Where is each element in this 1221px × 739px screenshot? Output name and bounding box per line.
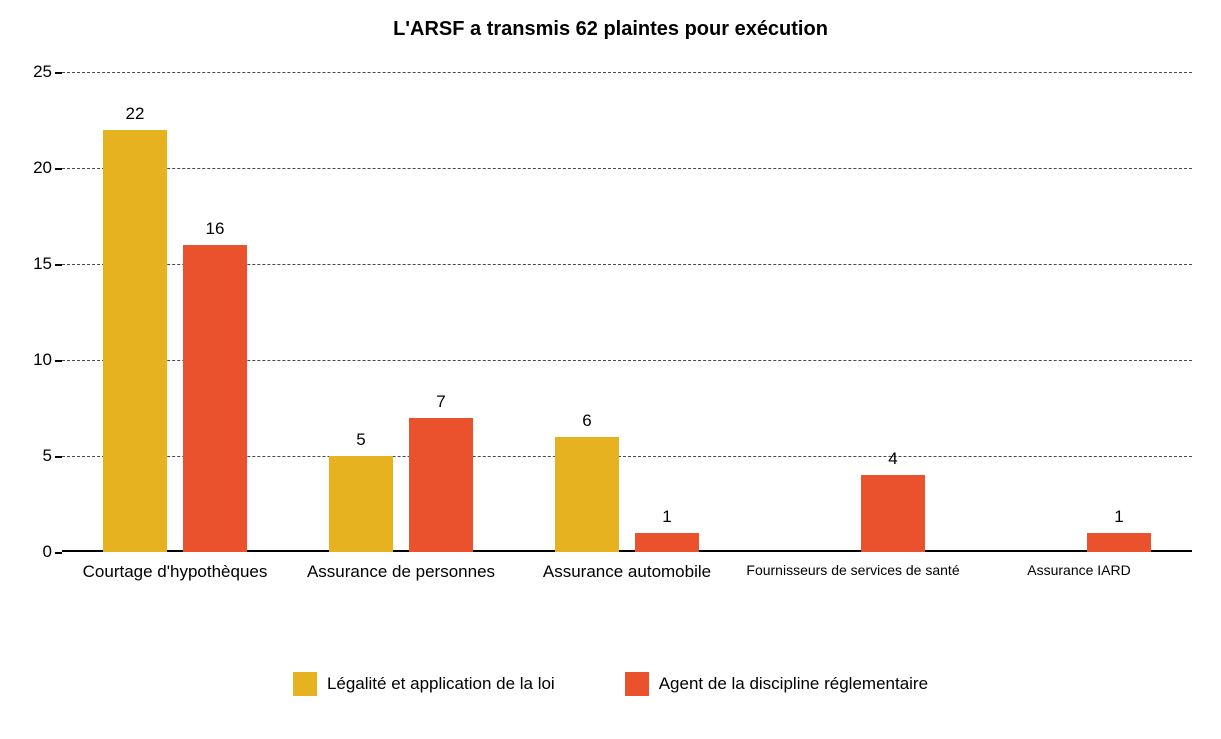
legend-swatch-1 (625, 672, 649, 696)
bar: 6 (555, 437, 619, 552)
gridline (62, 72, 1192, 73)
bar: 1 (1087, 533, 1151, 552)
legend-label-1: Agent de la discipline réglementaire (659, 674, 928, 694)
bar-value-label: 6 (555, 411, 619, 431)
gridline (62, 168, 1192, 169)
y-tick (55, 456, 62, 458)
legend-label-0: Légalité et application de la loi (327, 674, 555, 694)
bar-value-label: 7 (409, 392, 473, 412)
y-tick (55, 552, 62, 554)
bar: 7 (409, 418, 473, 552)
bar-value-label: 1 (635, 507, 699, 527)
chart-title: L'ARSF a transmis 62 plaintes pour exécu… (0, 18, 1221, 41)
bar: 1 (635, 533, 699, 552)
bar-value-label: 16 (183, 219, 247, 239)
y-axis-label: 10 (33, 350, 52, 370)
legend: Légalité et application de la loi Agent … (0, 672, 1221, 696)
plot-area: 05101520252216Courtage d'hypothèques57As… (62, 72, 1192, 552)
category-label: Assurance IARD (966, 562, 1192, 578)
category-label: Courtage d'hypothèques (62, 562, 288, 582)
legend-item-0: Légalité et application de la loi (293, 672, 555, 696)
legend-swatch-0 (293, 672, 317, 696)
legend-item-1: Agent de la discipline réglementaire (625, 672, 928, 696)
category-label: Assurance de personnes (288, 562, 514, 582)
y-axis-label: 15 (33, 254, 52, 274)
bar-chart: L'ARSF a transmis 62 plaintes pour exécu… (0, 0, 1221, 739)
bar: 4 (861, 475, 925, 552)
bar-value-label: 4 (861, 449, 925, 469)
y-tick (55, 360, 62, 362)
y-axis-label: 0 (43, 542, 52, 562)
y-tick (55, 168, 62, 170)
bar: 22 (103, 130, 167, 552)
bar-value-label: 5 (329, 430, 393, 450)
bar: 5 (329, 456, 393, 552)
y-axis-label: 20 (33, 158, 52, 178)
y-tick (55, 72, 62, 74)
bar-value-label: 22 (103, 104, 167, 124)
y-axis-label: 5 (43, 446, 52, 466)
y-tick (55, 264, 62, 266)
y-axis-label: 25 (33, 62, 52, 82)
bar-value-label: 1 (1087, 507, 1151, 527)
category-label: Assurance automobile (514, 562, 740, 582)
category-label: Fournisseurs de services de santé (740, 562, 966, 578)
bar: 16 (183, 245, 247, 552)
